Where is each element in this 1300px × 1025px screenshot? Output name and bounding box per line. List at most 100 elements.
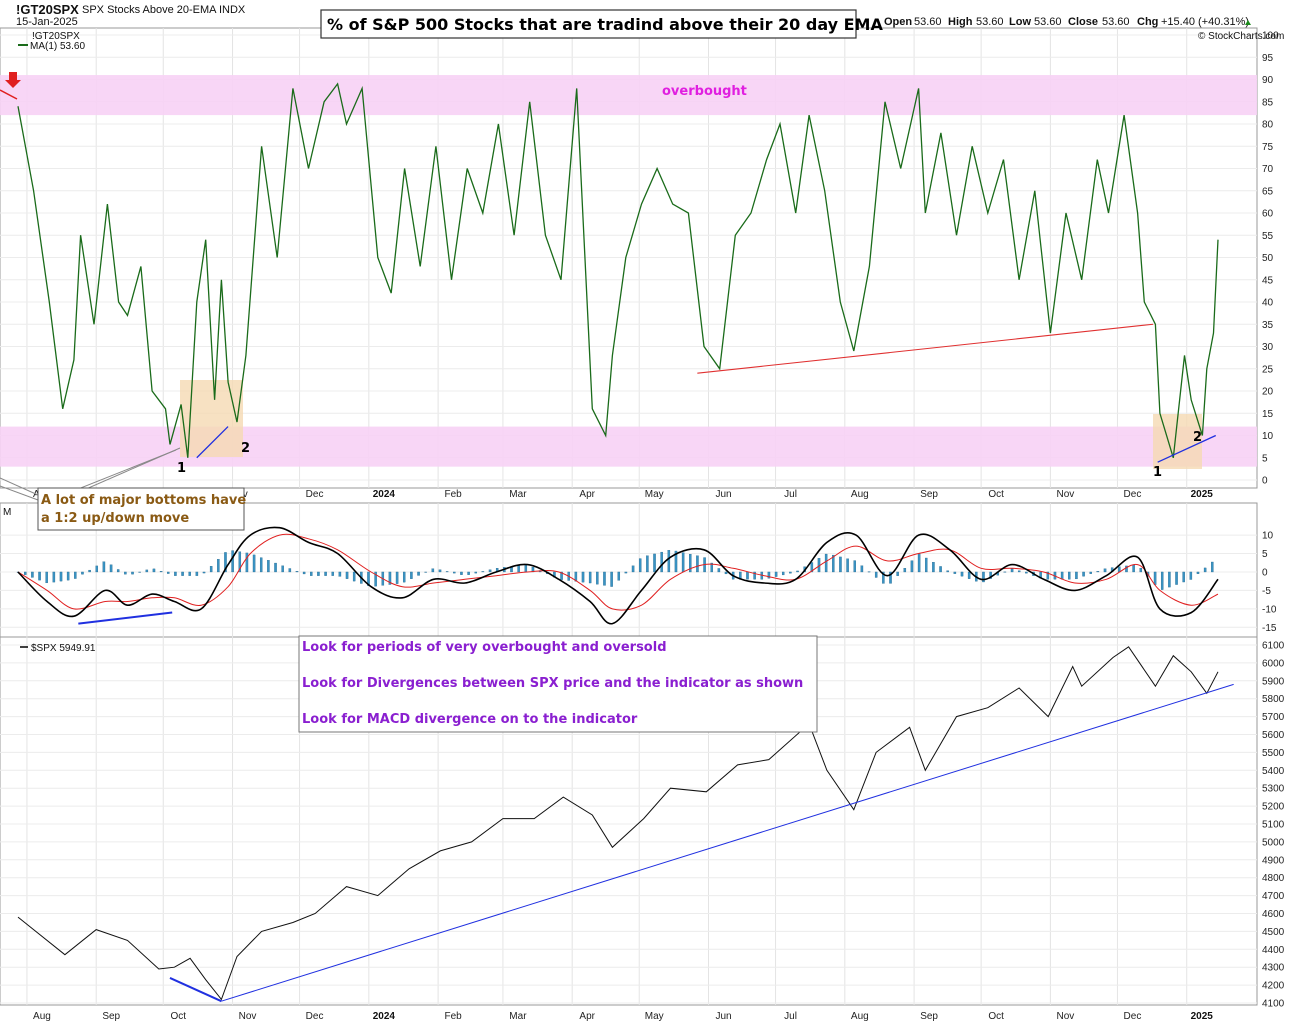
macd-histogram-bar bbox=[910, 560, 914, 573]
x-tick-label: Apr bbox=[579, 489, 595, 500]
macd-histogram-bar bbox=[1160, 571, 1164, 590]
chg-label: Chg bbox=[1137, 16, 1158, 28]
y-tick-label: 5300 bbox=[1262, 784, 1285, 795]
x-tick-label: Aug bbox=[851, 489, 869, 500]
spx-support-line bbox=[221, 683, 1234, 1002]
macd-histogram-bar bbox=[167, 571, 170, 574]
macd-histogram-bar bbox=[796, 570, 799, 573]
macd-histogram-bar bbox=[867, 571, 871, 573]
macd-histogram-bar bbox=[810, 562, 814, 573]
macd-histogram-bar bbox=[367, 571, 370, 586]
macd-histogram-bar bbox=[288, 568, 292, 573]
macd-histogram-bar bbox=[1139, 568, 1143, 573]
x-tick-label: Sep bbox=[920, 489, 938, 500]
point-1-2024: 1 bbox=[1153, 465, 1162, 480]
macd-histogram-bar bbox=[903, 568, 907, 573]
macd-histogram-bar bbox=[1068, 571, 1071, 580]
macd-histogram-bar bbox=[81, 571, 84, 575]
macd-histogram-bar bbox=[31, 571, 34, 578]
macd-histogram-bar bbox=[1096, 571, 1100, 573]
y-tick-label: 6100 bbox=[1262, 641, 1285, 652]
y-tick-label: 5000 bbox=[1262, 837, 1285, 848]
macd-histogram-bar bbox=[488, 569, 492, 573]
note-1: Look for periods of very overbought and … bbox=[302, 640, 667, 655]
macd-histogram-bar bbox=[882, 571, 885, 584]
macd-histogram-bar bbox=[638, 558, 642, 573]
y-tick-label: 0 bbox=[1262, 476, 1268, 487]
macd-histogram-bar bbox=[302, 571, 306, 575]
x-tick-label: Dec bbox=[306, 1011, 324, 1022]
y-tick-label: 5 bbox=[1262, 549, 1268, 560]
y-tick-label: 5800 bbox=[1262, 694, 1285, 705]
x-tick-label: 2025 bbox=[1191, 489, 1214, 500]
macd-histogram-bar bbox=[74, 571, 77, 579]
macd-histogram-bar bbox=[774, 571, 778, 577]
macd-histogram-bar bbox=[217, 559, 220, 573]
y-tick-label: 70 bbox=[1262, 164, 1274, 175]
bottoms-callout-line1: A lot of major bottoms have bbox=[41, 493, 246, 508]
macd-histogram-bar bbox=[1182, 571, 1185, 583]
x-tick-label: Jul bbox=[784, 1011, 797, 1022]
macd-histogram-bar bbox=[424, 571, 427, 573]
legend-breadth-name: !GT20SPX bbox=[32, 31, 80, 42]
macd-histogram-bar bbox=[59, 571, 63, 582]
x-tick-label: Feb bbox=[444, 1011, 462, 1022]
y-tick-label: 5500 bbox=[1262, 748, 1285, 759]
point-1-2023: 1 bbox=[177, 461, 186, 476]
y-tick-label: 15 bbox=[1262, 409, 1274, 420]
macd-histogram-bar bbox=[109, 564, 113, 573]
title-box bbox=[320, 9, 857, 39]
macd-histogram-bar bbox=[181, 571, 184, 576]
macd-histogram-bar bbox=[574, 571, 578, 582]
y-tick-label: 45 bbox=[1262, 275, 1274, 286]
macd-histogram-bar bbox=[674, 550, 678, 573]
y-tick-label: 10 bbox=[1262, 431, 1274, 442]
macd-histogram-bar bbox=[1211, 561, 1214, 573]
macd-histogram-bar bbox=[1089, 571, 1092, 574]
y-tick-label: 4300 bbox=[1262, 963, 1285, 974]
y-tick-label: 40 bbox=[1262, 298, 1274, 309]
macd-histogram-bar bbox=[345, 571, 349, 579]
macd-histogram-bar bbox=[124, 571, 127, 575]
overbought-label: overbought bbox=[662, 84, 747, 99]
macd-histogram-bar bbox=[653, 553, 656, 573]
macd-histogram-bar bbox=[1017, 570, 1021, 573]
x-tick-label: Nov bbox=[239, 1011, 257, 1022]
x-tick-label: Oct bbox=[988, 489, 1004, 500]
macd-histogram-bar bbox=[116, 569, 120, 573]
note-3: Look for MACD divergence on to the indic… bbox=[302, 712, 638, 727]
macd-histogram-bar bbox=[1082, 571, 1085, 577]
macd-histogram-bar bbox=[588, 571, 592, 584]
x-tick-label: Mar bbox=[509, 489, 527, 500]
macd-histogram-bar bbox=[781, 571, 785, 576]
x-tick-label: 2025 bbox=[1191, 1011, 1214, 1022]
x-tick-label: Feb bbox=[444, 489, 462, 500]
x-tick-label: Oct bbox=[988, 1011, 1004, 1022]
x-tick-label: Apr bbox=[579, 1011, 595, 1022]
y-tick-label: -5 bbox=[1262, 586, 1271, 597]
macd-histogram-bar bbox=[1132, 564, 1135, 573]
high-value: 53.60 bbox=[976, 16, 1004, 28]
macd-histogram-bar bbox=[1203, 567, 1207, 573]
macd-histogram-bar bbox=[646, 555, 649, 573]
x-tick-label: Nov bbox=[1057, 489, 1075, 500]
y-tick-label: 4600 bbox=[1262, 909, 1285, 920]
macd-histogram-bar bbox=[617, 571, 621, 581]
red-trendline bbox=[697, 323, 1154, 374]
y-tick-label: 90 bbox=[1262, 75, 1274, 86]
close-label: Close bbox=[1068, 16, 1098, 28]
macd-histogram-bar bbox=[753, 571, 756, 580]
y-axis-labels: 0510152025303540455055606570758085909510… bbox=[1262, 31, 1285, 1010]
macd-histogram-bar bbox=[259, 557, 263, 573]
y-tick-label: 85 bbox=[1262, 97, 1274, 108]
symbol-label: !GT20SPX bbox=[16, 2, 79, 17]
blue-divergence-2024 bbox=[1157, 434, 1217, 463]
x-tick-label: Mar bbox=[509, 1011, 527, 1022]
macd-histogram-bar bbox=[252, 554, 256, 573]
macd-histogram-bar bbox=[581, 571, 585, 583]
y-tick-label: 95 bbox=[1262, 53, 1274, 64]
macd-histogram-bar bbox=[352, 571, 356, 582]
x-tick-label: Nov bbox=[1057, 1011, 1075, 1022]
macd-histogram-bar bbox=[1153, 571, 1157, 585]
